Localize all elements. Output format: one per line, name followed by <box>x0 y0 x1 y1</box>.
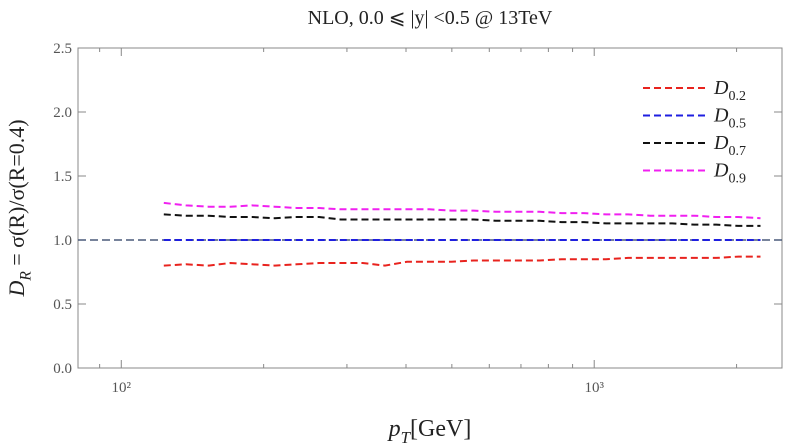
y-tick-label: 1.5 <box>53 169 72 185</box>
series-line <box>163 201 761 220</box>
y-tick-label: 0.5 <box>53 297 72 313</box>
legend-label: D0.9 <box>713 160 746 187</box>
x-tick-label: 10³ <box>584 380 604 396</box>
y-axis-label: DR = σ(R)/σ(R=0.4) <box>4 119 35 297</box>
legend-label: D0.7 <box>713 132 746 159</box>
legend-label: D0.2 <box>713 77 746 104</box>
chart-title: NLO, 0.0 ⩽ |y| <0.5 @ 13TeV <box>308 7 553 29</box>
y-tick-label: 2.5 <box>53 41 72 57</box>
plot-frame <box>77 47 783 369</box>
y-tick-label: 1.0 <box>53 233 72 249</box>
series-line <box>163 213 761 227</box>
y-tick-label: 2.0 <box>53 105 72 121</box>
series-line <box>163 255 761 267</box>
x-axis-label: pT[GeV] <box>387 416 472 447</box>
y-tick-label: 0.0 <box>53 361 72 377</box>
x-tick-label: 10² <box>112 380 132 396</box>
legend-label: D0.5 <box>713 105 746 132</box>
